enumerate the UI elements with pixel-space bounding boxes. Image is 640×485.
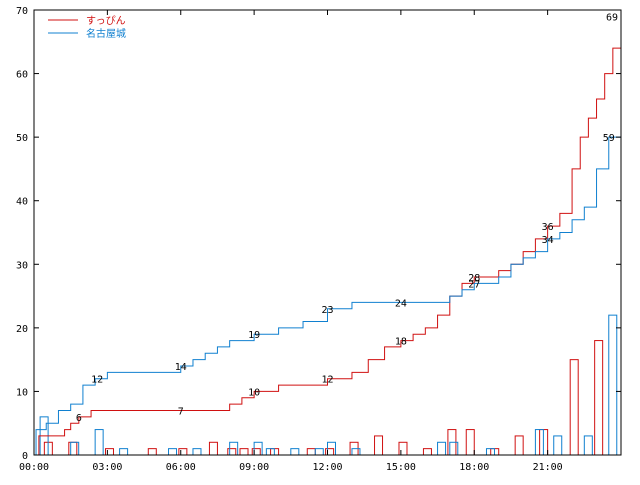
data-label-s1-5: 27 [468, 279, 480, 290]
data-label-s1-4: 24 [395, 298, 407, 309]
x-tick-label: 00:00 [19, 462, 49, 473]
data-label-s0-2: 10 [248, 387, 260, 398]
data-label-s0-0: 6 [76, 413, 82, 424]
data-label-s1-1: 14 [175, 362, 187, 373]
x-tick-label: 18:00 [459, 462, 489, 473]
x-tick-label: 12:00 [312, 462, 342, 473]
y-tick-label: 20 [16, 324, 28, 335]
x-tick-label: 06:00 [166, 462, 196, 473]
series-line-0 [34, 16, 622, 456]
data-label-s0-1: 7 [178, 407, 184, 418]
x-tick-label: 03:00 [92, 462, 122, 473]
data-label-s1-2: 19 [248, 330, 260, 341]
x-tick-label: 09:00 [239, 462, 269, 473]
data-label-s1-0: 12 [91, 375, 103, 386]
data-label-s0-7: 69 [606, 12, 618, 23]
x-tick-label: 21:00 [533, 462, 563, 473]
ticks-layer: 00:00 03:00 06:00 09:00 12:00 15:00 18:00 21:00… [16, 6, 621, 473]
labels-layer: 6 7 10 12 18 28 36 69 12 14 19 23 24 27 34 59 [76, 12, 618, 424]
y-tick-label: 10 [16, 387, 28, 398]
x-tick-label: 15:00 [386, 462, 416, 473]
data-label-s0-5: 28 [468, 273, 480, 284]
y-tick-label: 50 [16, 133, 28, 144]
data-label-s1-3: 23 [321, 305, 333, 316]
y-tick-label: 40 [16, 197, 28, 208]
y-tick-label: 60 [16, 70, 28, 81]
y-tick-label: 0 [22, 451, 28, 462]
data-label-s0-6: 36 [542, 222, 554, 233]
data-label-s0-4: 18 [395, 337, 407, 348]
data-label-s1-7: 59 [603, 133, 615, 144]
legend-label-1: 名古屋城 [86, 27, 126, 40]
data-label-s1-6: 34 [542, 235, 554, 246]
lines-layer [34, 16, 622, 456]
series-line-1 [34, 79, 622, 456]
legend-label-0: すっぴん [86, 15, 126, 27]
data-label-s0-3: 12 [321, 375, 333, 386]
y-tick-label: 70 [16, 6, 28, 17]
legend: すっぴん 名古屋城 [48, 15, 126, 40]
y-tick-label: 30 [16, 260, 28, 271]
